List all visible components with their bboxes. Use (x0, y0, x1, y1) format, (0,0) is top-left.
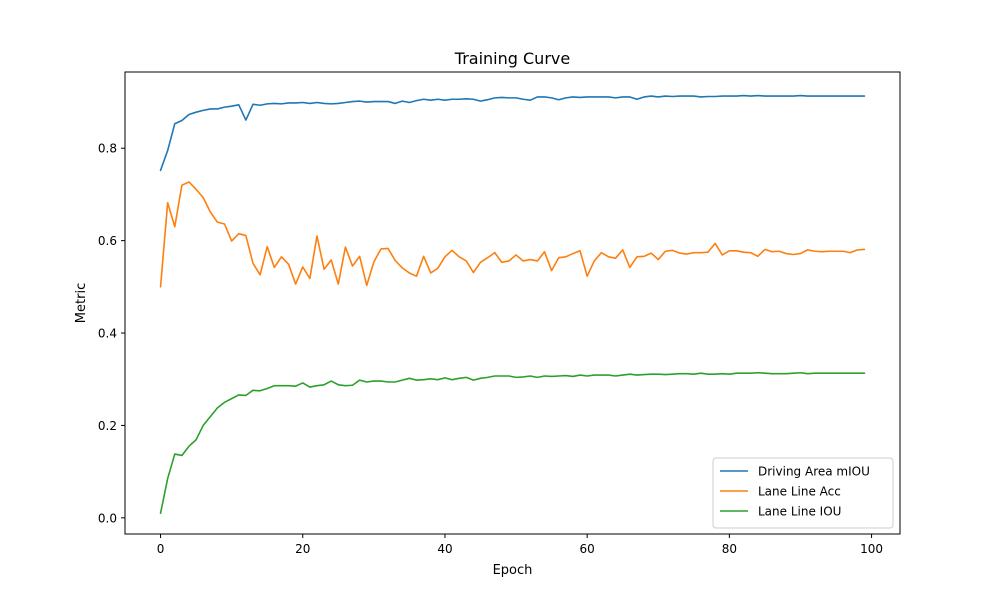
y-tick-label: 0.2 (98, 419, 117, 433)
x-tick-label: 20 (295, 542, 310, 556)
y-tick-label: 0.4 (98, 327, 117, 341)
x-axis-ticks: 0 20 40 60 80 100 (157, 534, 883, 556)
legend-label-2: Lane Line IOU (758, 505, 841, 519)
plot-area (159, 94, 866, 515)
axes-frame (124, 71, 901, 535)
legend: Driving Area mIOU Lane Line Acc Lane Line … (712, 457, 894, 529)
legend-label-0: Driving Area mIOU (758, 465, 870, 479)
series-line-0 (159, 94, 866, 172)
series-line-1 (159, 181, 866, 288)
x-axis-label: Epoch (493, 563, 533, 578)
y-tick-label: 0.8 (98, 142, 117, 156)
series-line-2 (159, 371, 866, 515)
x-tick-label: 80 (722, 542, 737, 556)
legend-label-1: Lane Line Acc (758, 485, 841, 499)
chart-title: Training Curve (454, 49, 570, 68)
x-tick-label: 0 (157, 542, 165, 556)
x-tick-label: 40 (437, 542, 452, 556)
y-tick-label: 0.6 (98, 234, 117, 248)
x-tick-label: 100 (860, 542, 883, 556)
legend-box (712, 457, 894, 529)
y-axis-ticks: 0.0 0.2 0.4 0.6 0.8 (98, 142, 125, 525)
x-tick-label: 60 (580, 542, 595, 556)
y-axis-label: Metric (74, 283, 89, 323)
y-tick-label: 0.0 (98, 511, 117, 525)
